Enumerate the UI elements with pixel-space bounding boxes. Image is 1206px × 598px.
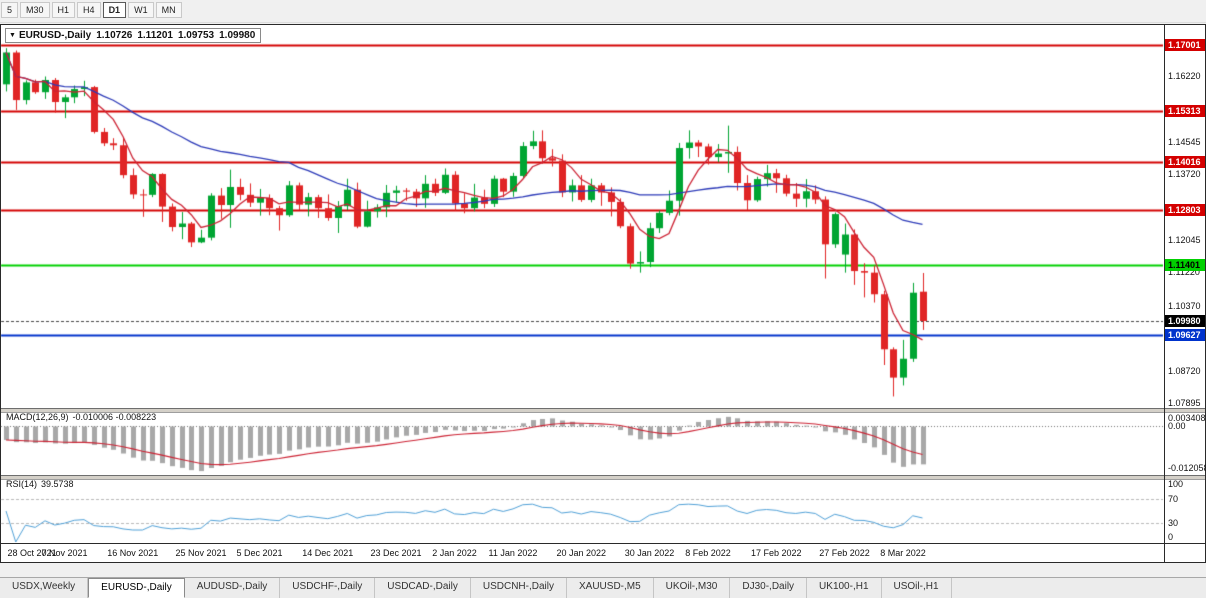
price-badge-level: 1.17001 [1165, 39, 1205, 51]
rsi-axis-label: 0 [1168, 532, 1174, 542]
date-label: 30 Jan 2022 [624, 548, 675, 558]
rsi-axis-label: 100 [1168, 479, 1184, 489]
price-badge-current: 1.09980 [1165, 314, 1205, 327]
macd-indicator-values: -0.010006 -0.008223 [72, 412, 157, 422]
price-tick: 1.10370 [1168, 300, 1201, 311]
rsi-axis-label: 30 [1168, 518, 1179, 529]
price-tick: 1.08720 [1168, 365, 1201, 376]
macd-axis-label: 0.003408 [1168, 413, 1206, 423]
date-label: 2 Jan 2022 [432, 548, 477, 558]
date-label: 8 Feb 2022 [685, 548, 731, 558]
timeframe-toolbar: 5 M30 H1 H4 D1 W1 MN [0, 0, 1206, 23]
chart-tabs-bar: USDX,Weekly EURUSD-,Daily AUDUSD-,Daily USD… [0, 577, 1206, 598]
timeframe-buttons: 5 M30 H1 H4 D1 W1 MN [0, 0, 182, 18]
chart-symbol-period: EURUSD-,Daily [18, 30, 92, 41]
price-badge-level: 1.11401 [1165, 259, 1205, 272]
splitter-rsi-dates [1, 543, 1205, 544]
ohlc-low: 1.09753 [177, 30, 215, 41]
macd-axis-label: -0.012058 [1168, 463, 1206, 473]
rsi-indicator-value: 39.5738 [41, 479, 74, 489]
chart-tab-eurusd-daily[interactable]: EURUSD-,Daily [88, 578, 185, 598]
rsi-axis-label: 70 [1168, 493, 1179, 504]
chart-tab-uk100-h1[interactable]: UK100-,H1 [807, 578, 882, 598]
date-label: 25 Nov 2021 [175, 548, 227, 558]
date-label: 27 Feb 2022 [819, 548, 870, 558]
chart-tab-usdchf-daily[interactable]: USDCHF-,Daily [280, 578, 376, 598]
date-label: 20 Jan 2022 [556, 548, 607, 558]
macd-indicator-name: MACD(12,26,9) [6, 412, 69, 422]
chart-tab-usoil-h1[interactable]: USOil-,H1 [882, 578, 952, 598]
timeframe-button-d1[interactable]: D1 [102, 2, 127, 18]
chart-tab-usdcad-daily[interactable]: USDCAD-,Daily [375, 578, 471, 598]
rsi-label: RSI(14) 39.5738 [6, 479, 78, 489]
timeframe-button-h1[interactable]: H1 [51, 2, 76, 18]
timeframe-button-5[interactable]: 5 [1, 2, 19, 18]
date-label: 7 Nov 2021 [41, 548, 88, 558]
splitter-macd-rsi[interactable] [1, 475, 1205, 480]
price-axis-border [1164, 24, 1165, 563]
price-tick: 1.11220 [1168, 267, 1200, 278]
timeframe-button-h4[interactable]: H4 [77, 2, 101, 18]
chart-tab-usdx-weekly[interactable]: USDX,Weekly [0, 578, 89, 598]
price-tick: 1.07895 [1168, 397, 1201, 408]
date-label: 28 Oct 2021 [7, 548, 57, 558]
ohlc-open: 1.10726 [96, 30, 133, 41]
price-tick: 1.14545 [1168, 136, 1201, 147]
chart-tab-xauusd-m5[interactable]: XAUUSD-,M5 [567, 578, 654, 598]
chart-tab-dj30-daily[interactable]: DJ30-,Daily [730, 578, 808, 598]
price-badge-level: 1.14016 [1165, 156, 1205, 169]
date-label: 16 Nov 2021 [107, 548, 159, 558]
price-badge-level: 1.12803 [1165, 204, 1205, 217]
date-label: 14 Dec 2021 [302, 548, 354, 558]
date-label: 11 Jan 2022 [488, 548, 538, 558]
price-axis[interactable]: 1.16220 1.14545 1.13720 1.12045 1.11220 1.103… [1165, 24, 1206, 563]
chart-tab-ukoil-m30[interactable]: UKOil-,M30 [654, 578, 731, 598]
date-label: 8 Mar 2022 [880, 548, 926, 558]
date-label: 17 Feb 2022 [750, 548, 802, 558]
date-label: 23 Dec 2021 [370, 548, 422, 558]
timeframe-button-w1[interactable]: W1 [128, 2, 154, 18]
chart-tab-usdcnh-daily[interactable]: USDCNH-,Daily [471, 578, 567, 598]
macd-axis-label: 0.00 [1168, 421, 1186, 432]
price-tick: 1.12045 [1168, 234, 1201, 245]
price-tick: 1.16220 [1168, 70, 1201, 81]
price-badge-level: 1.15313 [1165, 105, 1205, 118]
macd-label: MACD(12,26,9) -0.010006 -0.008223 [6, 412, 160, 422]
timeframe-button-m30[interactable]: M30 [20, 2, 50, 18]
chart-tab-audusd-daily[interactable]: AUDUSD-,Daily [185, 578, 281, 598]
ohlc-high: 1.11201 [137, 30, 173, 41]
price-badge-level: 1.09627 [1165, 328, 1205, 341]
timeframe-button-mn[interactable]: MN [155, 2, 182, 18]
chart-title: ▼ EURUSD-,Daily 1.10726 1.11201 1.09753 1.099… [5, 28, 262, 43]
ohlc-close: 1.09980 [219, 30, 256, 41]
price-tick: 1.13720 [1168, 168, 1201, 179]
splitter-main-macd[interactable] [1, 408, 1205, 413]
date-label: 5 Dec 2021 [236, 548, 283, 558]
expander-icon[interactable]: ▼ [9, 32, 16, 39]
date-axis[interactable]: 28 Oct 2021 7 Nov 2021 16 Nov 2021 25 Nov 2… [0, 546, 1164, 563]
rsi-indicator-name: RSI(14) [6, 479, 38, 489]
